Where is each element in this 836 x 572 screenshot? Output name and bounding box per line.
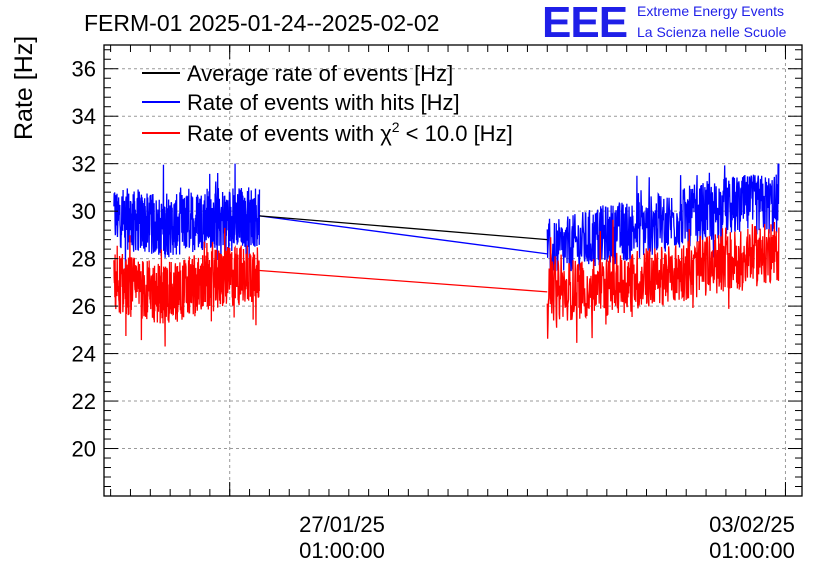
y-tick-label-6: 32	[72, 152, 96, 177]
x-tick-time-2: 01:00:00	[709, 538, 795, 563]
logo-line-1: Extreme Energy Events	[637, 3, 785, 19]
x-tick-label-2: 03/02/25 01:00:00	[682, 512, 822, 564]
y-tick-label-4: 28	[72, 247, 96, 272]
legend-label-1: Rate of events with hits [Hz]	[187, 90, 460, 115]
x-tick-date-2: 03/02/25	[709, 512, 795, 537]
series-2-gap-line	[259, 269, 548, 293]
x-tick-date-1: 27/01/25	[299, 512, 385, 537]
y-tick-label-2: 24	[72, 342, 96, 367]
series-2-segment-0	[113, 227, 261, 347]
plot-frame	[103, 44, 803, 497]
x-tick-label-1: 27/01/25 01:00:00	[272, 512, 412, 564]
y-tick-label-7: 34	[72, 104, 96, 129]
eee-logo: EEE	[542, 0, 628, 47]
series-1-gap-line	[259, 215, 548, 255]
y-tick-label-8: 36	[72, 57, 96, 82]
y-tick-label-1: 22	[72, 389, 96, 414]
series-1-segment-1	[546, 163, 780, 272]
legend-label-0: Average rate of events [Hz]	[187, 61, 453, 86]
y-tick-label-3: 26	[72, 294, 96, 319]
y-tick-label-0: 20	[72, 437, 96, 462]
legend-label-2: Rate of events with χ2 < 10.0 [Hz]	[187, 119, 513, 146]
series-0-line	[259, 215, 548, 241]
logo-line-2: La Scienza nelle Scuole	[637, 24, 787, 40]
y-tick-label-5: 30	[72, 199, 96, 224]
x-tick-time-1: 01:00:00	[299, 538, 385, 563]
series-2-segment-1	[546, 219, 780, 343]
chart-title: FERM-01 2025-01-24--2025-02-02	[84, 10, 440, 36]
series-1-segment-0	[113, 163, 261, 271]
